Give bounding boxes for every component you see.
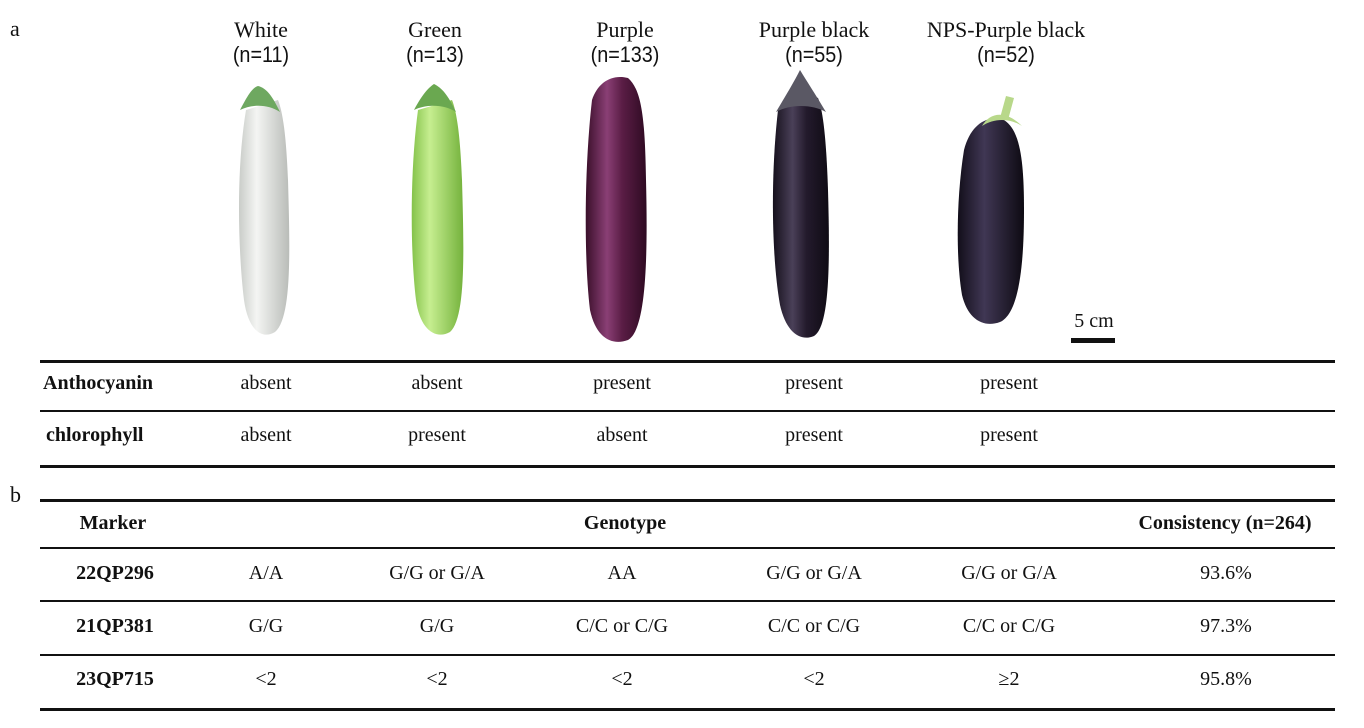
marker-name: 23QP715 bbox=[76, 668, 154, 690]
scale-bar bbox=[1071, 338, 1115, 343]
table-cell: present bbox=[408, 424, 466, 446]
table-cell: present bbox=[980, 372, 1038, 394]
table-cell: <2 bbox=[803, 668, 825, 690]
table-cell: G/G or G/A bbox=[961, 562, 1057, 584]
table-cell: A/A bbox=[248, 562, 284, 584]
table-cell: absent bbox=[596, 424, 648, 446]
eggplant-green bbox=[411, 84, 464, 335]
table-cell: <2 bbox=[255, 668, 277, 690]
fruit-name: White bbox=[234, 17, 288, 42]
fruit-header-white: White (n=11) bbox=[230, 18, 293, 68]
table-cell: absent bbox=[240, 424, 292, 446]
consistency-value: 97.3% bbox=[1200, 615, 1252, 637]
table-cell: <2 bbox=[426, 668, 448, 690]
fruit-header-purple-black: Purple black (n=55) bbox=[759, 18, 870, 68]
eggplant-nps-purple-black bbox=[957, 96, 1024, 324]
table-b-divider bbox=[40, 600, 1335, 602]
header-genotype: Genotype bbox=[583, 512, 667, 534]
header-consistency: Consistency (n=264) bbox=[1138, 512, 1312, 534]
fruit-count: (n=55) bbox=[785, 42, 843, 67]
table-cell: C/C or C/G bbox=[962, 615, 1056, 637]
table-cell: absent bbox=[240, 372, 292, 394]
header-marker: Marker bbox=[79, 512, 147, 534]
row-label: Anthocyanin bbox=[43, 372, 154, 394]
eggplant-white bbox=[239, 86, 290, 335]
marker-name: 21QP381 bbox=[76, 615, 154, 637]
eggplant-purple bbox=[585, 76, 647, 342]
fruit-header-green: Green (n=13) bbox=[403, 18, 467, 68]
table-cell: ≥2 bbox=[998, 668, 1020, 690]
fruit-count: (n=133) bbox=[590, 42, 660, 67]
fruit-header-purple: Purple (n=133) bbox=[587, 18, 663, 68]
panel-a-label: a bbox=[10, 16, 20, 41]
fruit-name: NPS-Purple black bbox=[926, 17, 1086, 42]
table-b-bottom-rule bbox=[40, 708, 1335, 711]
table-cell: G/G bbox=[248, 615, 284, 637]
consistency-value: 93.6% bbox=[1200, 562, 1252, 584]
eggplant-photos bbox=[239, 70, 1024, 342]
scale-bar-label: 5 cm bbox=[1074, 310, 1114, 332]
table-cell: present bbox=[785, 424, 843, 446]
panel-b-label: b bbox=[10, 482, 21, 507]
table-cell: <2 bbox=[611, 668, 633, 690]
consistency-value: 95.8% bbox=[1200, 668, 1252, 690]
table-cell: present bbox=[785, 372, 843, 394]
fruit-count: (n=11) bbox=[232, 42, 290, 67]
marker-name: 22QP296 bbox=[76, 562, 154, 584]
table-cell: C/C or C/G bbox=[575, 615, 669, 637]
table-cell: G/G bbox=[419, 615, 455, 637]
table-cell: C/C or C/G bbox=[767, 615, 861, 637]
table-a-divider bbox=[40, 410, 1335, 412]
fruit-header-nps-purple-black: NPS-Purple black (n=52) bbox=[927, 18, 1085, 68]
table-cell: AA bbox=[607, 562, 637, 584]
table-b-top-rule bbox=[40, 499, 1335, 502]
fruit-count: (n=52) bbox=[977, 42, 1035, 67]
fruit-name: Purple black bbox=[758, 17, 870, 42]
table-cell: present bbox=[980, 424, 1038, 446]
table-b-divider bbox=[40, 547, 1335, 549]
table-cell: G/G or G/A bbox=[389, 562, 485, 584]
table-a-bottom-rule bbox=[40, 465, 1335, 468]
row-label: chlorophyll bbox=[46, 424, 144, 446]
table-cell: present bbox=[593, 372, 651, 394]
table-cell: G/G or G/A bbox=[766, 562, 862, 584]
table-b-divider bbox=[40, 654, 1335, 656]
table-a-top-rule bbox=[40, 360, 1335, 363]
fruit-count: (n=13) bbox=[406, 42, 464, 67]
fruit-name: Green bbox=[408, 17, 462, 42]
fruit-name: Purple bbox=[596, 17, 654, 42]
table-cell: absent bbox=[411, 372, 463, 394]
eggplant-purple-black bbox=[772, 70, 829, 338]
